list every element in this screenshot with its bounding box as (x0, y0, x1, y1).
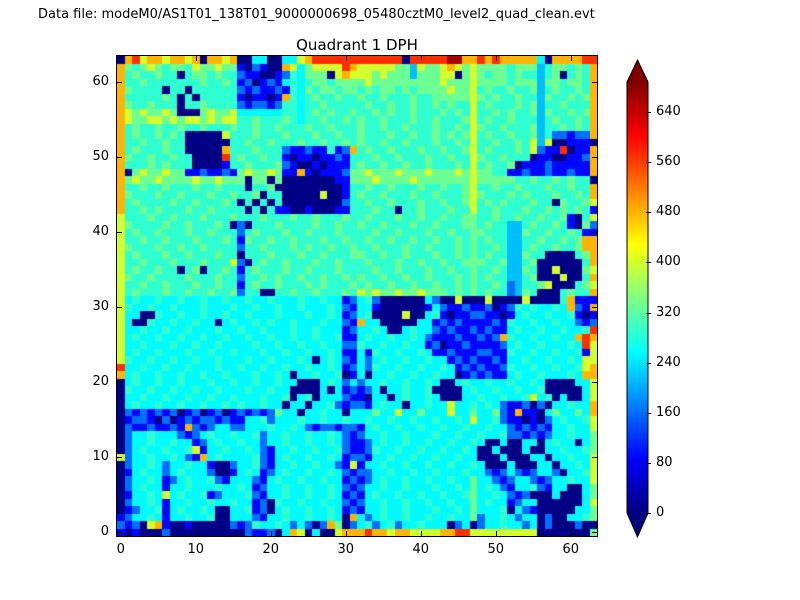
colorbar-tick-label: 320 (656, 304, 681, 320)
x-tick-mark (270, 531, 272, 536)
colorbar-tick-mark (646, 513, 651, 514)
x-tick-mark (570, 56, 572, 61)
colorbar-tick-mark (646, 312, 651, 314)
y-tick-mark (117, 532, 122, 534)
x-tick-label: 60 (562, 542, 580, 557)
x-tick-mark (345, 56, 347, 61)
colorbar-tick-label: 560 (656, 154, 681, 170)
x-tick-label: 20 (262, 542, 280, 557)
x-tick-label: 30 (337, 542, 355, 557)
colorbar-tick-mark (646, 412, 651, 414)
x-tick-mark (120, 531, 122, 536)
colorbar-bar (626, 58, 649, 539)
colorbar-tick-mark (646, 112, 651, 113)
x-tick-mark (345, 531, 347, 536)
x-tick-label: 0 (116, 542, 125, 557)
x-tick-mark (195, 56, 197, 61)
y-tick-mark (592, 307, 597, 309)
y-tick-label: 30 (92, 299, 109, 315)
colorbar-tick-mark (646, 212, 651, 214)
x-tick-label: 10 (187, 542, 205, 557)
colorbar-tick-label: 80 (656, 454, 673, 470)
x-tick-mark (420, 531, 422, 536)
y-tick-label: 20 (92, 374, 109, 390)
x-tick-label: 40 (412, 542, 430, 557)
colorbar-tick-mark (646, 162, 651, 164)
y-tick-mark (592, 532, 597, 534)
x-tick-mark (195, 531, 197, 536)
colorbar-tick-mark (646, 362, 651, 364)
colorbar-tick-label: 400 (656, 254, 681, 270)
y-tick-label: 40 (92, 224, 109, 240)
y-tick-mark (117, 232, 122, 234)
x-tick-mark (495, 531, 497, 536)
y-tick-mark (117, 82, 122, 84)
y-tick-mark (592, 82, 597, 84)
x-tick-mark (570, 531, 572, 536)
y-tick-label: 0 (100, 524, 109, 540)
colorbar (626, 58, 649, 539)
y-tick-mark (592, 232, 597, 234)
data-file-label: Data file: modeM0/AS1T01_138T01_90000006… (38, 7, 595, 22)
x-tick-mark (420, 56, 422, 61)
colorbar-tick-label: 240 (656, 354, 681, 370)
y-tick-mark (117, 457, 122, 459)
colorbar-tick-label: 640 (656, 104, 681, 119)
colorbar-tick-label: 160 (656, 404, 681, 420)
y-tick-mark (592, 157, 597, 159)
y-tick-label: 60 (92, 74, 109, 90)
colorbar-tick-mark (646, 262, 651, 264)
x-tick-mark (495, 56, 497, 61)
x-tick-mark (270, 56, 272, 61)
y-tick-mark (592, 382, 597, 384)
colorbar-tick-mark (646, 462, 651, 464)
y-tick-mark (117, 307, 122, 309)
y-tick-label: 50 (92, 149, 109, 165)
y-tick-mark (117, 157, 122, 159)
y-tick-label: 10 (92, 449, 109, 465)
y-tick-mark (117, 382, 122, 384)
colorbar-tick-label: 480 (656, 204, 681, 220)
x-tick-label: 50 (487, 542, 505, 557)
x-tick-mark (120, 56, 122, 61)
heatmap-canvas (117, 56, 597, 536)
heatmap-plot: 0 10 20 30 40 50 60 0 10 20 30 40 50 60 (92, 55, 598, 557)
chart-title: Quadrant 1 DPH (296, 36, 418, 54)
colorbar-tick-label: 0 (656, 505, 665, 520)
y-tick-mark (592, 457, 597, 459)
